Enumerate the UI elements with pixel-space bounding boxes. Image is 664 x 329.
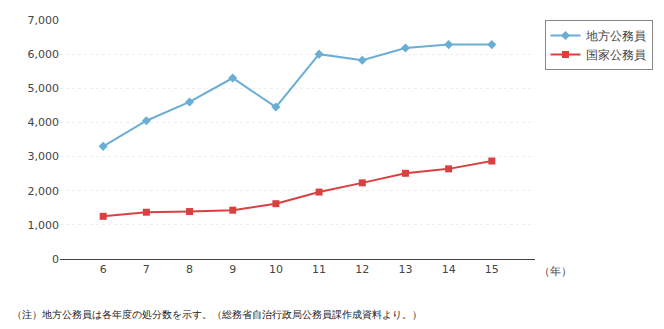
svg-text:14: 14 xyxy=(442,263,456,276)
svg-text:4,000: 4,000 xyxy=(28,116,60,129)
svg-text:（注）地方公務員は各年度の処分数を示す。（総務省自治行政局公: （注）地方公務員は各年度の処分数を示す。（総務省自治行政局公務員課作成資料より。… xyxy=(12,309,422,320)
svg-text:2,000: 2,000 xyxy=(28,185,60,198)
svg-text:6: 6 xyxy=(100,263,107,276)
svg-text:地方公務員: 地方公務員 xyxy=(585,29,646,43)
svg-text:12: 12 xyxy=(355,263,369,276)
svg-text:7,000: 7,000 xyxy=(28,14,60,27)
svg-text:7: 7 xyxy=(143,263,150,276)
svg-text:国家公務員: 国家公務員 xyxy=(586,48,646,62)
svg-text:10: 10 xyxy=(269,263,283,276)
svg-text:3,000: 3,000 xyxy=(28,150,60,163)
svg-text:1,000: 1,000 xyxy=(28,219,60,232)
svg-text:9: 9 xyxy=(229,263,236,276)
svg-text:11: 11 xyxy=(312,263,326,276)
svg-text:6,000: 6,000 xyxy=(28,48,60,61)
svg-text:（年）: （年） xyxy=(539,265,572,278)
svg-text:13: 13 xyxy=(398,263,412,276)
svg-text:8: 8 xyxy=(186,263,193,276)
svg-text:15: 15 xyxy=(485,263,499,276)
svg-text:0: 0 xyxy=(52,253,59,266)
svg-text:5,000: 5,000 xyxy=(28,82,60,95)
